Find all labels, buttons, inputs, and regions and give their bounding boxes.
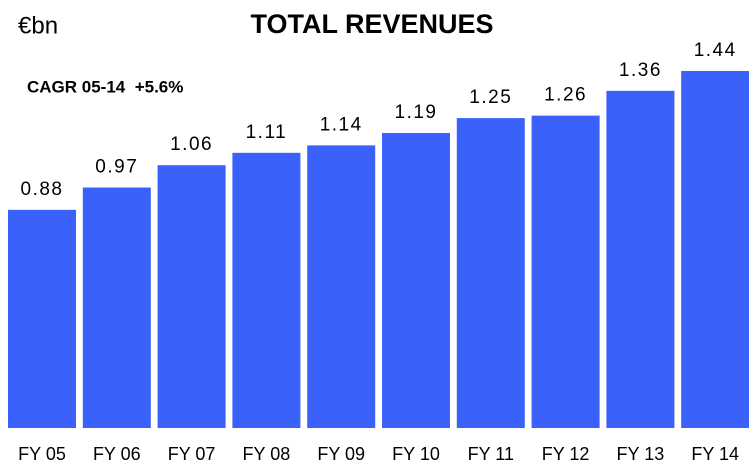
- x-tick-label: FY 10: [392, 444, 440, 464]
- bar: [681, 71, 749, 428]
- data-label: 0.97: [95, 157, 138, 178]
- data-label: 1.44: [694, 40, 737, 61]
- x-tick-label: FY 06: [93, 444, 141, 464]
- x-tick-label: FY 11: [468, 444, 514, 464]
- bar: [232, 152, 301, 428]
- bar: [606, 90, 675, 428]
- data-label: 1.36: [619, 60, 662, 81]
- bar: [531, 115, 600, 428]
- chart-title: TOTAL REVENUES: [250, 9, 493, 39]
- bar: [456, 118, 525, 429]
- x-tick-label: FY 09: [317, 444, 365, 464]
- data-label: 1.26: [544, 85, 587, 106]
- bar: [382, 132, 450, 428]
- bar: [8, 209, 76, 428]
- data-label: 0.88: [21, 179, 64, 200]
- x-tick-label: FY 13: [617, 444, 665, 464]
- bar: [82, 187, 151, 428]
- annotation: CAGR 05-14 +5.6%: [27, 77, 183, 96]
- bar: [307, 145, 376, 428]
- x-tick-label: FY 14: [691, 444, 739, 464]
- x-tick-label: FY 12: [542, 444, 590, 464]
- data-label: 1.25: [469, 87, 512, 108]
- x-tick-label: FY 07: [168, 444, 216, 464]
- data-label: 1.14: [320, 114, 363, 135]
- data-label: 1.11: [246, 122, 288, 143]
- unit-label: €bn: [18, 12, 58, 39]
- data-label: 1.06: [170, 134, 213, 155]
- bar: [157, 165, 226, 429]
- data-label: 1.19: [395, 102, 438, 123]
- x-tick-label: FY 05: [18, 444, 66, 464]
- x-tick-label: FY 08: [243, 444, 291, 464]
